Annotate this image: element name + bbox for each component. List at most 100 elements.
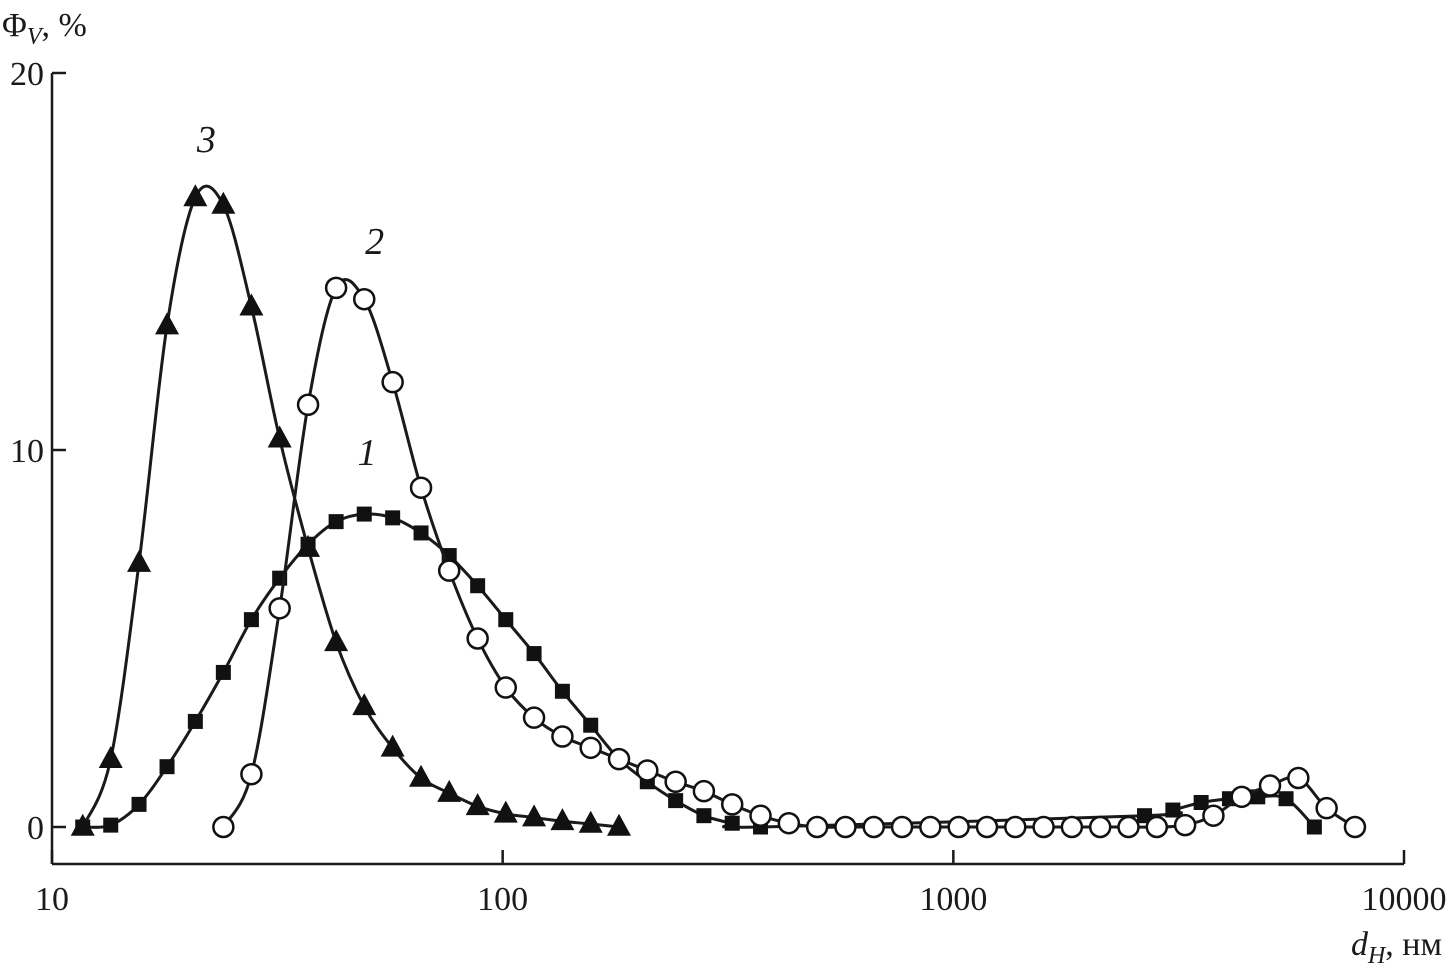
x-axis-title-rest: , нм: [1385, 926, 1442, 963]
series-3-point: [70, 813, 95, 836]
series-3-point: [324, 629, 349, 652]
series-1-point: [1278, 791, 1294, 807]
x-axis-title: dH, нм: [1351, 926, 1442, 969]
series-1-point: [356, 506, 372, 522]
series-2-point: [409, 476, 433, 499]
series-2-point: [777, 811, 801, 835]
series-3-point: [437, 779, 462, 802]
series-3-point: [239, 293, 264, 316]
series-2-point: [579, 736, 602, 760]
y-tick-label: 0: [27, 810, 44, 847]
series-3-point: [155, 312, 180, 335]
series-2-point: [1088, 815, 1112, 839]
series-2-point: [692, 779, 716, 803]
series-1-point: [1137, 808, 1153, 824]
y-axis-title-sub: V: [27, 24, 44, 50]
x-tick-label: 10: [35, 881, 69, 918]
series-2-point: [352, 287, 376, 311]
series-2-point: [1315, 796, 1338, 820]
series-3-point: [352, 693, 377, 716]
series-2-point: [1060, 815, 1084, 839]
series-3-point: [380, 734, 405, 757]
series-1-point: [243, 612, 259, 628]
series-3-point: [267, 425, 292, 448]
series-2-point: [834, 815, 857, 839]
series-1-point: [470, 578, 486, 594]
series-1-point: [1306, 819, 1322, 835]
series-2-point: [1202, 804, 1225, 827]
axes: 0 10 20 10 100 1000 10000: [10, 56, 1447, 918]
series-3-point: [296, 534, 321, 557]
series-2-point: [381, 370, 404, 394]
series-2-point: [296, 393, 320, 417]
series-3-point: [578, 810, 603, 833]
series-1-point: [328, 514, 344, 530]
series-2-point: [664, 770, 687, 794]
series-2-point: [1343, 815, 1367, 839]
series-2-point: [1258, 774, 1282, 797]
curve-label-3: 3: [196, 119, 216, 161]
series-1-point: [159, 759, 175, 775]
x-axis-title-main: d: [1351, 926, 1369, 963]
series-2-point: [749, 804, 772, 827]
series-2-point: [720, 793, 744, 816]
series-3: [70, 184, 632, 836]
series-1-point: [668, 793, 684, 809]
y-axis-title-rest: , %: [42, 7, 87, 44]
series-2-point: [975, 815, 999, 839]
series-1-point: [413, 525, 429, 541]
series-2-point: [522, 706, 546, 729]
y-tick-label: 20: [10, 56, 44, 93]
series-2-point: [1117, 815, 1140, 839]
series-2-point: [466, 627, 489, 650]
series-3-point: [493, 800, 518, 823]
series-2-point: [1145, 815, 1169, 839]
curve-label-1: 1: [358, 432, 377, 474]
series-1-point: [583, 717, 599, 733]
series-1-point: [215, 664, 231, 680]
series-1-point: [187, 713, 203, 729]
series-2: [212, 276, 1367, 839]
series-1-point: [103, 817, 119, 833]
series-2-point: [890, 815, 914, 839]
series-3-point: [183, 184, 208, 207]
curve-label-2: 2: [365, 221, 384, 263]
series-2-point: [947, 815, 970, 839]
series-1-point: [696, 808, 712, 824]
y-axis-title-main: Φ: [2, 7, 27, 44]
series-2-point: [636, 759, 659, 782]
series-1-point: [1165, 802, 1181, 818]
series-2-point: [324, 276, 348, 300]
series-2-point: [1230, 785, 1253, 809]
y-axis-title: ΦV, %: [2, 7, 87, 50]
series-3-point: [98, 745, 123, 768]
x-ticks: 10 100 1000 10000: [35, 850, 1447, 918]
series-1-point: [498, 612, 514, 628]
series-2-point: [1173, 813, 1197, 837]
series-1-point: [1250, 789, 1266, 805]
series-2-point: [268, 597, 291, 620]
series-2-point: [1004, 815, 1027, 839]
series-1-point: [1193, 794, 1209, 810]
series-2-point: [551, 725, 574, 748]
series-1-point: [724, 815, 740, 831]
series-2-point: [805, 815, 829, 839]
series-3-point: [607, 813, 632, 836]
series-layer: [70, 184, 1367, 839]
curve-labels: 1 2 3: [196, 119, 384, 474]
series-3-point: [550, 808, 575, 831]
x-axis-title-sub: H: [1367, 943, 1387, 969]
series-1-line: [82, 512, 1316, 829]
series-1-point: [554, 683, 570, 699]
series-2-point: [607, 747, 631, 771]
series-1-point: [526, 646, 542, 662]
series-3-point: [465, 793, 490, 816]
y-ticks: 0 10 20: [10, 56, 66, 847]
series-2-point: [1287, 766, 1310, 790]
series-2-point: [919, 815, 942, 839]
series-1-point: [131, 796, 147, 812]
x-tick-label: 1000: [919, 881, 987, 918]
x-tick-label: 10000: [1362, 881, 1447, 918]
series-2-point: [212, 815, 235, 839]
